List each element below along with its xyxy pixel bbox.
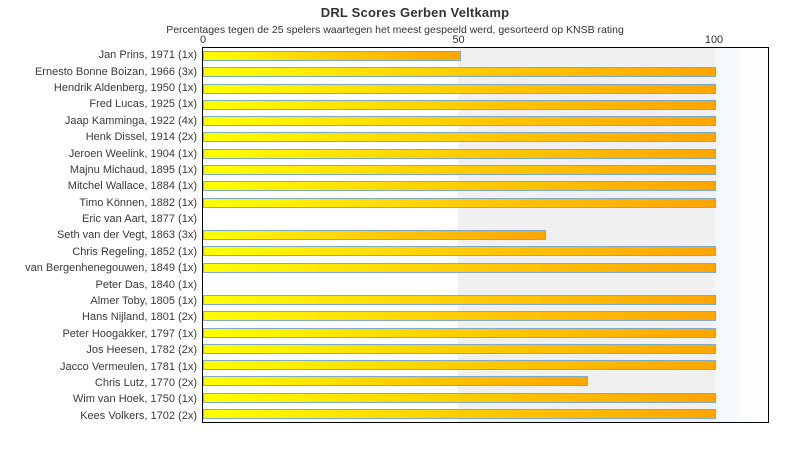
player-label: Almer Toby, 1805 (1x) — [90, 295, 197, 308]
plot-area — [202, 47, 769, 423]
bar-row — [203, 292, 768, 308]
bar-row — [203, 325, 768, 341]
chart-subtitle: Percentages tegen de 25 spelers waartege… — [166, 24, 624, 36]
bar-row — [203, 48, 768, 64]
score-bar — [203, 376, 589, 387]
score-bar — [203, 67, 716, 78]
x-axis-ticks: 0 50 100 — [199, 34, 770, 47]
player-label: van Bergenhenegouwen, 1849 (1x) — [25, 262, 197, 275]
score-bar — [203, 246, 716, 257]
bar-row — [203, 146, 768, 162]
score-bar — [203, 181, 716, 192]
player-label: Peter Das, 1840 (1x) — [95, 278, 198, 291]
bar-row — [203, 259, 768, 275]
score-bar — [203, 262, 716, 273]
bar-row — [203, 211, 768, 227]
bar-row — [203, 113, 768, 129]
bar-row — [203, 276, 768, 292]
player-label: Kees Volkers, 1702 (2x) — [80, 409, 197, 422]
score-bar — [203, 99, 716, 110]
player-label: Jeroen Weelink, 1904 (1x) — [68, 147, 197, 160]
player-label: Henk Dissel, 1914 (2x) — [85, 131, 197, 144]
player-label: Majnu Michaud, 1895 (1x) — [69, 163, 197, 176]
score-bar — [203, 164, 716, 175]
score-bar — [203, 408, 716, 419]
bar-row — [203, 64, 768, 80]
bar-row — [203, 81, 768, 97]
score-bar — [203, 148, 716, 159]
chart-title: DRL Scores Gerben Veltkamp — [320, 5, 510, 20]
player-label: Jacco Vermeulen, 1781 (1x) — [60, 360, 197, 373]
player-label: Timo Können, 1882 (1x) — [79, 196, 197, 209]
player-label: Mitchel Wallace, 1884 (1x) — [67, 180, 197, 193]
bar-row — [203, 178, 768, 194]
score-bar — [203, 230, 546, 241]
player-label: Ernesto Bonne Boizan, 1966 (3x) — [34, 65, 197, 78]
bar-row — [203, 97, 768, 113]
x-tick-label: 0 — [199, 34, 207, 46]
score-bar — [203, 51, 461, 62]
player-label: Jaap Kamminga, 1922 (4x) — [64, 114, 197, 127]
bar-row — [203, 341, 768, 357]
score-bar — [203, 327, 716, 338]
player-label: Seth van der Vegt, 1863 (3x) — [56, 229, 197, 242]
player-label: Jan Prins, 1971 (1x) — [98, 49, 197, 62]
player-label: Chris Regeling, 1852 (1x) — [72, 245, 197, 258]
x-tick-label: 50 — [452, 34, 465, 46]
score-bar — [203, 392, 716, 403]
player-label: Eric van Aart, 1877 (1x) — [82, 213, 197, 226]
score-bar — [203, 197, 716, 208]
player-label: Peter Hoogakker, 1797 (1x) — [62, 327, 197, 340]
score-bar — [203, 343, 716, 354]
score-bar — [203, 116, 716, 127]
player-label: Hendrik Aldenberg, 1950 (1x) — [53, 81, 197, 94]
player-label: Fred Lucas, 1925 (1x) — [89, 98, 197, 111]
score-bar — [203, 132, 716, 143]
bar-row — [203, 243, 768, 259]
bar-row — [203, 390, 768, 406]
player-label: Jos Heesen, 1782 (2x) — [86, 344, 197, 357]
bar-row — [203, 162, 768, 178]
score-bar — [203, 83, 716, 94]
score-bar — [203, 295, 716, 306]
bar-row — [203, 227, 768, 243]
y-axis-labels: Jan Prins, 1971 (1x) Ernesto Bonne Boizan… — [0, 47, 197, 424]
score-bar — [203, 311, 716, 322]
bar-row — [203, 406, 768, 422]
player-label: Hans Nijland, 1801 (2x) — [82, 311, 197, 324]
bar-row — [203, 373, 768, 389]
x-tick-label: 100 — [704, 34, 724, 46]
bar-row — [203, 129, 768, 145]
player-label: Wim van Hoek, 1750 (1x) — [72, 393, 197, 406]
score-bar — [203, 360, 716, 371]
player-label: Chris Lutz, 1770 (2x) — [94, 377, 197, 389]
bar-row — [203, 308, 768, 324]
bar-row — [203, 194, 768, 210]
bar-row — [203, 357, 768, 373]
